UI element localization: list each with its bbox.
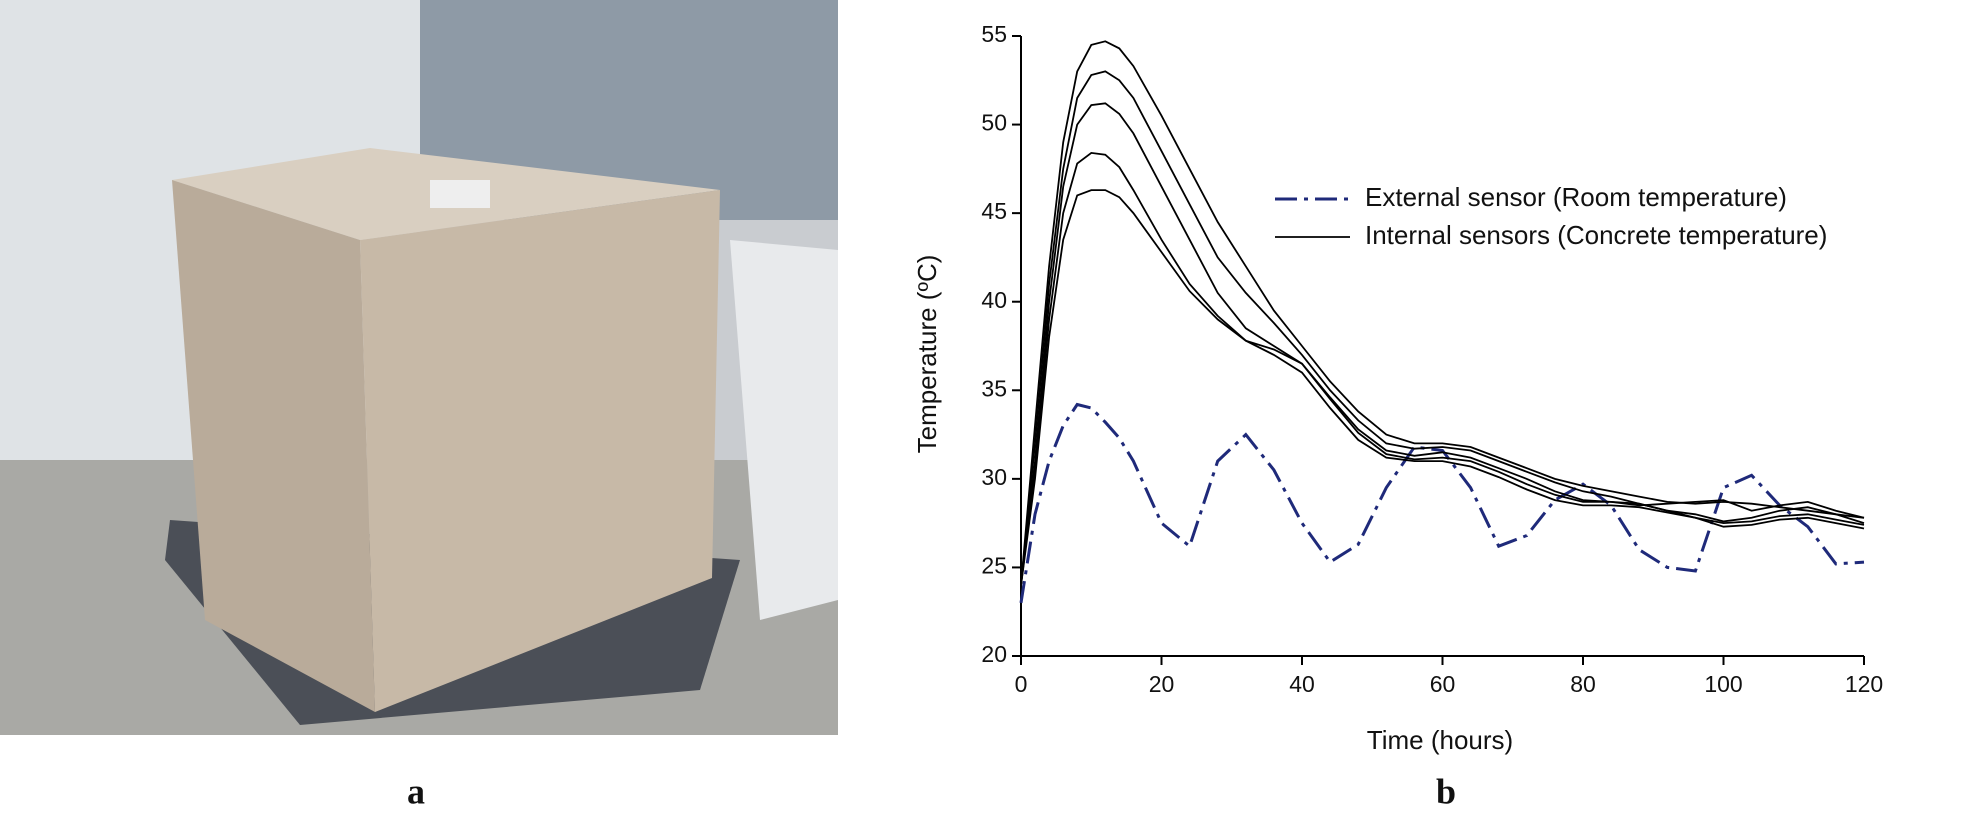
x-tick-label: 120 bbox=[1845, 671, 1883, 697]
series-line bbox=[1020, 102, 1865, 586]
x-tick-label: 40 bbox=[1289, 671, 1315, 697]
series-line bbox=[1020, 151, 1865, 586]
panel-label: a bbox=[407, 771, 425, 811]
x-tick-label: 20 bbox=[1149, 671, 1175, 697]
y-tick-label: 55 bbox=[981, 21, 1007, 47]
panel-label: b bbox=[1436, 771, 1456, 811]
y-axis-title: Temperature (ºC) bbox=[912, 255, 942, 454]
x-tick-label: 0 bbox=[1015, 671, 1028, 697]
plastic-sheet bbox=[730, 240, 838, 620]
x-axis-title: Time (hours) bbox=[1367, 725, 1513, 755]
y-tick-label: 40 bbox=[981, 287, 1007, 313]
y-tick-label: 25 bbox=[981, 553, 1007, 579]
x-tick-label: 80 bbox=[1570, 671, 1596, 697]
legend-label: Internal sensors (Concrete temperature) bbox=[1365, 220, 1827, 250]
series-line bbox=[1020, 189, 1865, 586]
sensor-box bbox=[430, 180, 490, 208]
photo bbox=[0, 0, 838, 735]
block-left bbox=[172, 180, 375, 712]
series-line bbox=[1019, 402, 1865, 604]
y-tick-label: 30 bbox=[981, 464, 1007, 490]
block-front bbox=[360, 190, 720, 712]
series-line bbox=[1020, 40, 1865, 586]
legend-label: External sensor (Room temperature) bbox=[1365, 182, 1787, 212]
y-tick-label: 35 bbox=[981, 375, 1007, 401]
y-tick-label: 50 bbox=[981, 110, 1007, 136]
y-tick-label: 45 bbox=[981, 198, 1007, 224]
y-tick-label: 20 bbox=[981, 641, 1007, 667]
x-tick-label: 100 bbox=[1704, 671, 1742, 697]
x-tick-label: 60 bbox=[1430, 671, 1456, 697]
series-line bbox=[1020, 70, 1865, 586]
